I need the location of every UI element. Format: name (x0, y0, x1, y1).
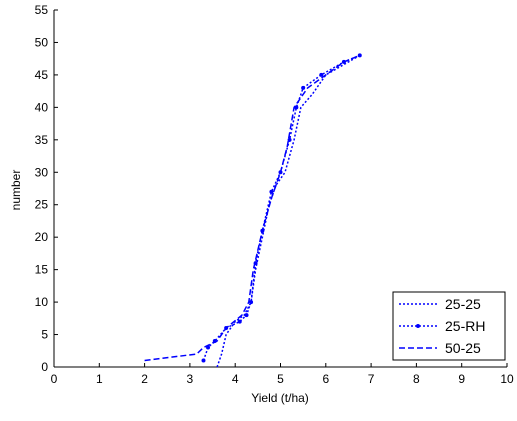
x-tick-label: 0 (51, 372, 58, 386)
y-tick-label: 15 (35, 263, 49, 277)
point-marker (301, 85, 306, 90)
point-marker (357, 53, 362, 58)
point-marker (269, 189, 274, 194)
legend-label: 50-25 (445, 340, 481, 356)
x-tick-label: 9 (458, 372, 465, 386)
x-tick-label: 3 (187, 372, 194, 386)
point-marker (249, 300, 254, 305)
point-marker (237, 319, 242, 324)
y-tick-label: 40 (35, 100, 49, 114)
x-tick-label: 2 (141, 372, 148, 386)
point-marker (201, 358, 206, 363)
x-tick-label: 6 (322, 372, 329, 386)
x-tick-label: 5 (277, 372, 284, 386)
x-tick-label: 10 (500, 372, 514, 386)
x-axis-label: Yield (t/ha) (251, 391, 309, 405)
y-tick-label: 25 (35, 198, 49, 212)
y-tick-label: 55 (35, 3, 49, 17)
y-tick-label: 0 (41, 360, 48, 374)
series-line (202, 54, 361, 361)
x-tick-label: 4 (232, 372, 239, 386)
y-tick-label: 30 (35, 165, 49, 179)
x-tick-label: 7 (368, 372, 375, 386)
y-tick-label: 5 (41, 328, 48, 342)
point-marker (319, 72, 324, 77)
point-marker (287, 137, 292, 142)
point-marker (244, 313, 249, 318)
legend-label: 25-RH (445, 318, 485, 334)
y-tick-label: 45 (35, 68, 49, 82)
series-line (144, 54, 361, 362)
legend-label: 25-25 (445, 296, 481, 312)
y-tick-label: 35 (35, 133, 49, 147)
y-tick-label: 20 (35, 230, 49, 244)
y-axis-label: number (9, 170, 23, 211)
legend-marker (416, 324, 420, 328)
series-line (216, 54, 361, 368)
x-tick-label: 8 (413, 372, 420, 386)
y-tick-label: 50 (35, 35, 49, 49)
x-tick-label: 1 (96, 372, 103, 386)
y-tick-label: 10 (35, 295, 49, 309)
